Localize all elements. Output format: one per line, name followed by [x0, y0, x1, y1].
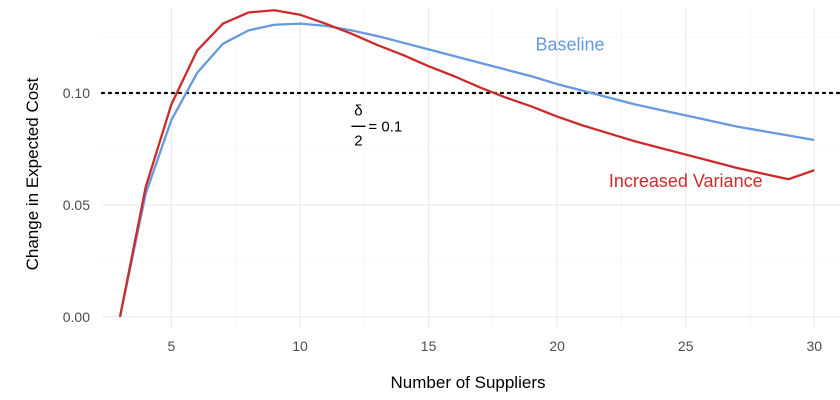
x-tick-label: 5	[168, 338, 176, 354]
annotation-numerator: δ	[354, 102, 362, 119]
y-axis-title: Change in Expected Cost	[23, 77, 42, 270]
x-tick-label: 30	[806, 338, 822, 354]
annotation-rhs: = 0.1	[368, 118, 402, 135]
annotation: δ 2 = 0.1	[351, 102, 402, 149]
series-label-baseline: Baseline	[535, 35, 604, 55]
series-label-increased-variance: Increased Variance	[609, 171, 763, 191]
series-line-increased-variance	[118, 9, 815, 318]
x-tick-label: 20	[549, 338, 565, 354]
x-tick-label: 15	[421, 338, 437, 354]
x-tick-label: 25	[678, 338, 694, 354]
y-tick-label: 0.10	[63, 85, 90, 101]
tick-labels: 5 10 15 20 25 30 0.00 0.05 0.10	[63, 85, 823, 354]
grid	[102, 8, 840, 328]
y-tick-label: 0.05	[63, 197, 90, 213]
series-line-baseline	[118, 22, 815, 318]
x-tick-label: 10	[292, 338, 308, 354]
series-labels: Baseline Increased Variance	[535, 35, 762, 192]
annotation-denominator: 2	[354, 132, 362, 149]
series-layer	[118, 9, 815, 318]
x-axis-title: Number of Suppliers	[391, 373, 546, 392]
y-tick-label: 0.00	[63, 309, 90, 325]
